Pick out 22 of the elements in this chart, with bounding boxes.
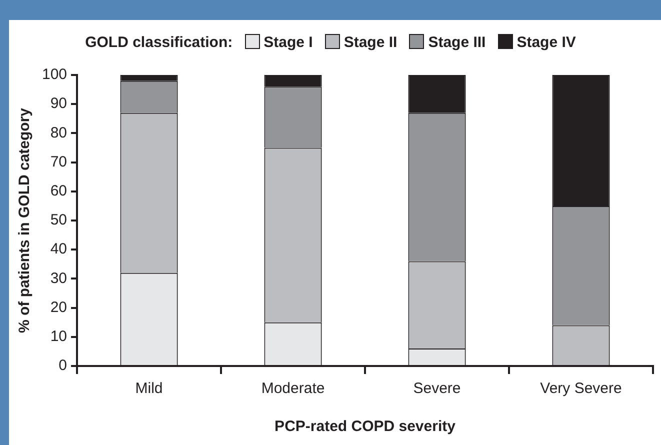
legend-label: Stage IV bbox=[516, 34, 576, 51]
x-tick-label: Severe bbox=[413, 380, 461, 398]
y-tick-label: 100 bbox=[42, 66, 68, 84]
legend-label: Stage I bbox=[262, 34, 313, 51]
x-tick-label: Very Severe bbox=[540, 380, 622, 398]
y-tick-label: 60 bbox=[50, 182, 68, 200]
legend-label: Stage III bbox=[427, 34, 486, 51]
y-tick-label: 10 bbox=[50, 328, 68, 346]
y-tick-label: 90 bbox=[50, 95, 68, 112]
y-tick-label: 0 bbox=[58, 357, 68, 374]
y-tick-label: 50 bbox=[50, 212, 68, 229]
y-tick-label: 40 bbox=[50, 240, 68, 258]
x-tick-label: Mild bbox=[135, 380, 163, 398]
x-axis-title: PCP-rated COPD severity bbox=[274, 418, 456, 436]
y-tick-label: 20 bbox=[50, 298, 68, 316]
y-axis-title: % of patients in GOLD category bbox=[16, 107, 34, 334]
legend-label: Stage II bbox=[342, 34, 398, 51]
y-tick-label: 70 bbox=[50, 153, 68, 170]
legend-title: GOLD classification: bbox=[85, 34, 233, 51]
x-tick-label: Moderate bbox=[261, 380, 325, 398]
y-tick-label: 30 bbox=[50, 270, 68, 287]
y-tick-label: 80 bbox=[50, 124, 68, 142]
